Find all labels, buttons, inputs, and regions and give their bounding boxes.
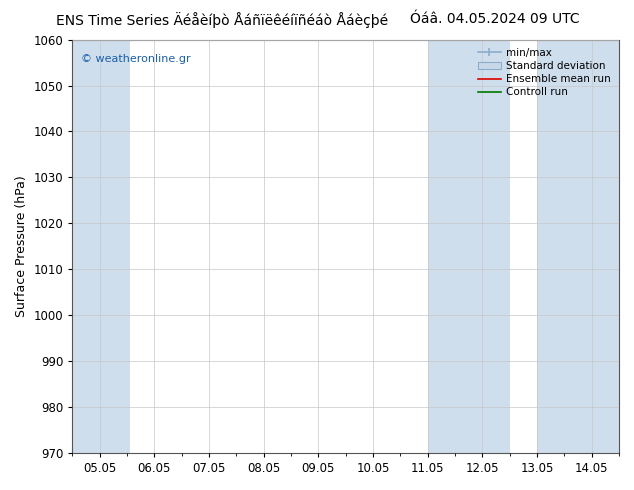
Bar — [428, 40, 510, 453]
Bar — [72, 40, 130, 453]
Text: Óáâ. 04.05.2024 09 UTC: Óáâ. 04.05.2024 09 UTC — [410, 12, 579, 26]
Bar — [537, 40, 619, 453]
Y-axis label: Surface Pressure (hPa): Surface Pressure (hPa) — [15, 175, 28, 317]
Text: © weatheronline.gr: © weatheronline.gr — [81, 54, 190, 64]
Legend: min/max, Standard deviation, Ensemble mean run, Controll run: min/max, Standard deviation, Ensemble me… — [475, 45, 614, 100]
Text: ENS Time Series Äéåèíþò Åáñïëêéíïñéáò Åáèçþé: ENS Time Series Äéåèíþò Åáñïëêéíïñéáò Åá… — [56, 12, 388, 28]
